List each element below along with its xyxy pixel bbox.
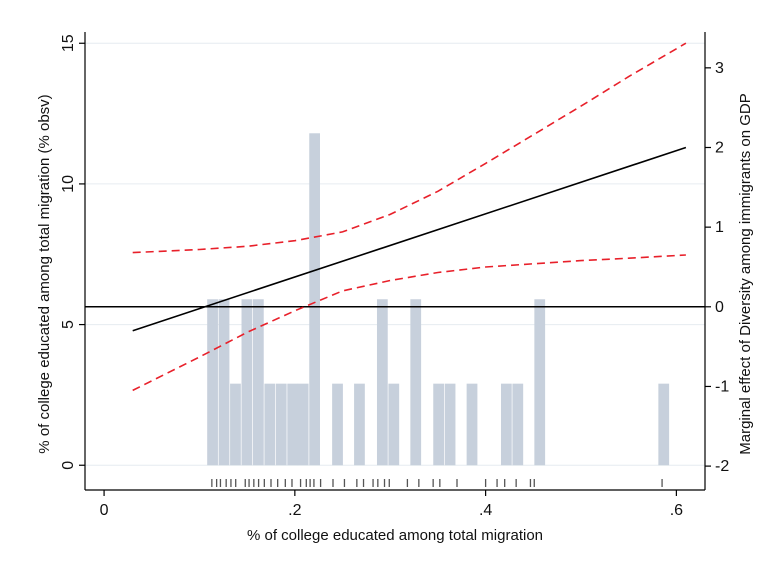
histogram-bar [241, 299, 253, 466]
histogram-bar [376, 299, 388, 466]
x-tick-label: .4 [479, 502, 492, 519]
x-tick-label: 0 [100, 502, 109, 519]
y-left-tick-labels: 0 5 10 15 [60, 34, 77, 469]
y-right-axis-title: Marginal effect of Diversity among immig… [737, 93, 754, 455]
histogram-bar [287, 383, 299, 466]
histogram-bar [264, 383, 276, 466]
ci-lower-line [132, 254, 686, 392]
histogram-bars [207, 133, 670, 466]
histogram-bar [410, 299, 422, 466]
y-right-tick-label: 0 [715, 299, 724, 316]
y-right-tick-labels: -2 -1 0 1 2 3 [715, 60, 729, 475]
y-left-tick-label: 10 [60, 175, 77, 193]
histogram-bar [500, 383, 512, 466]
histogram-bar [218, 299, 230, 466]
histogram-bar [534, 299, 546, 466]
axes [79, 32, 711, 496]
histogram-bar [275, 383, 287, 466]
histogram-bar [512, 383, 524, 466]
y-left-axis-title: % of college educated among total migrat… [36, 94, 53, 453]
histogram-bar [433, 383, 445, 466]
histogram-bar [207, 299, 218, 466]
histogram-bar [388, 383, 400, 466]
x-tick-labels: 0 .2 .4 .6 [100, 502, 684, 519]
histogram-bar [444, 383, 456, 466]
y-right-tick-label: -1 [715, 378, 729, 395]
histogram-bar [466, 383, 478, 466]
effect-lines [85, 42, 705, 392]
x-tick-label: .6 [670, 502, 683, 519]
ci-upper-line [132, 42, 687, 254]
grid [85, 42, 705, 466]
histogram-bar [297, 383, 309, 466]
histogram-bar [252, 299, 264, 466]
histogram-bar [309, 133, 321, 466]
histogram-bar [354, 383, 365, 466]
rug-ticks [211, 479, 663, 487]
marginal-effect-line [132, 146, 687, 332]
x-tick-label: .2 [288, 502, 301, 519]
histogram-bar [332, 383, 343, 466]
y-right-tick-label: 1 [715, 219, 724, 236]
y-left-tick-label: 15 [60, 34, 77, 52]
y-right-tick-label: 2 [715, 139, 724, 156]
y-right-tick-label: 3 [715, 60, 724, 77]
histogram-bar [658, 383, 670, 466]
y-left-tick-label: 5 [60, 320, 77, 329]
histogram-bar [230, 383, 241, 466]
y-left-tick-label: 0 [60, 461, 77, 470]
x-axis-title: % of college educated among total migrat… [247, 527, 543, 544]
y-right-tick-label: -2 [715, 458, 729, 475]
